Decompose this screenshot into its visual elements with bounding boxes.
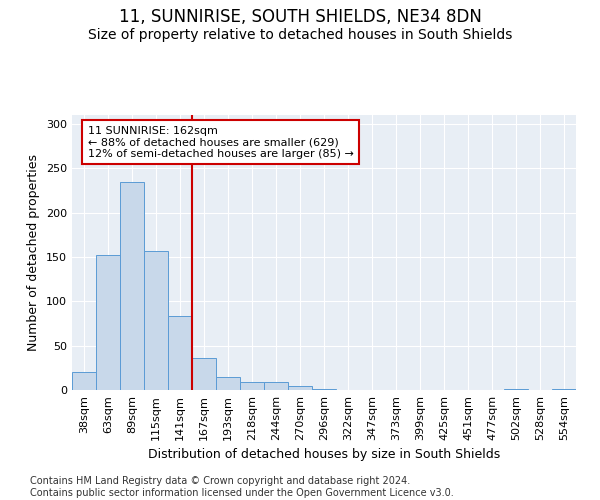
Bar <box>216 376 240 390</box>
Bar <box>288 386 312 390</box>
Bar <box>312 389 336 390</box>
Bar <box>144 250 168 390</box>
Text: 11, SUNNIRISE, SOUTH SHIELDS, NE34 8DN: 11, SUNNIRISE, SOUTH SHIELDS, NE34 8DN <box>119 8 481 26</box>
Bar <box>72 372 96 390</box>
Bar <box>192 358 216 390</box>
Bar <box>168 316 192 390</box>
Text: 11 SUNNIRISE: 162sqm
← 88% of detached houses are smaller (629)
12% of semi-deta: 11 SUNNIRISE: 162sqm ← 88% of detached h… <box>88 126 353 159</box>
Text: Contains HM Land Registry data © Crown copyright and database right 2024.
Contai: Contains HM Land Registry data © Crown c… <box>30 476 454 498</box>
Bar <box>240 382 264 390</box>
X-axis label: Distribution of detached houses by size in South Shields: Distribution of detached houses by size … <box>148 448 500 462</box>
Text: Size of property relative to detached houses in South Shields: Size of property relative to detached ho… <box>88 28 512 42</box>
Y-axis label: Number of detached properties: Number of detached properties <box>28 154 40 351</box>
Bar <box>264 382 288 390</box>
Bar <box>504 389 528 390</box>
Bar <box>552 389 576 390</box>
Bar <box>120 182 144 390</box>
Bar <box>96 255 120 390</box>
